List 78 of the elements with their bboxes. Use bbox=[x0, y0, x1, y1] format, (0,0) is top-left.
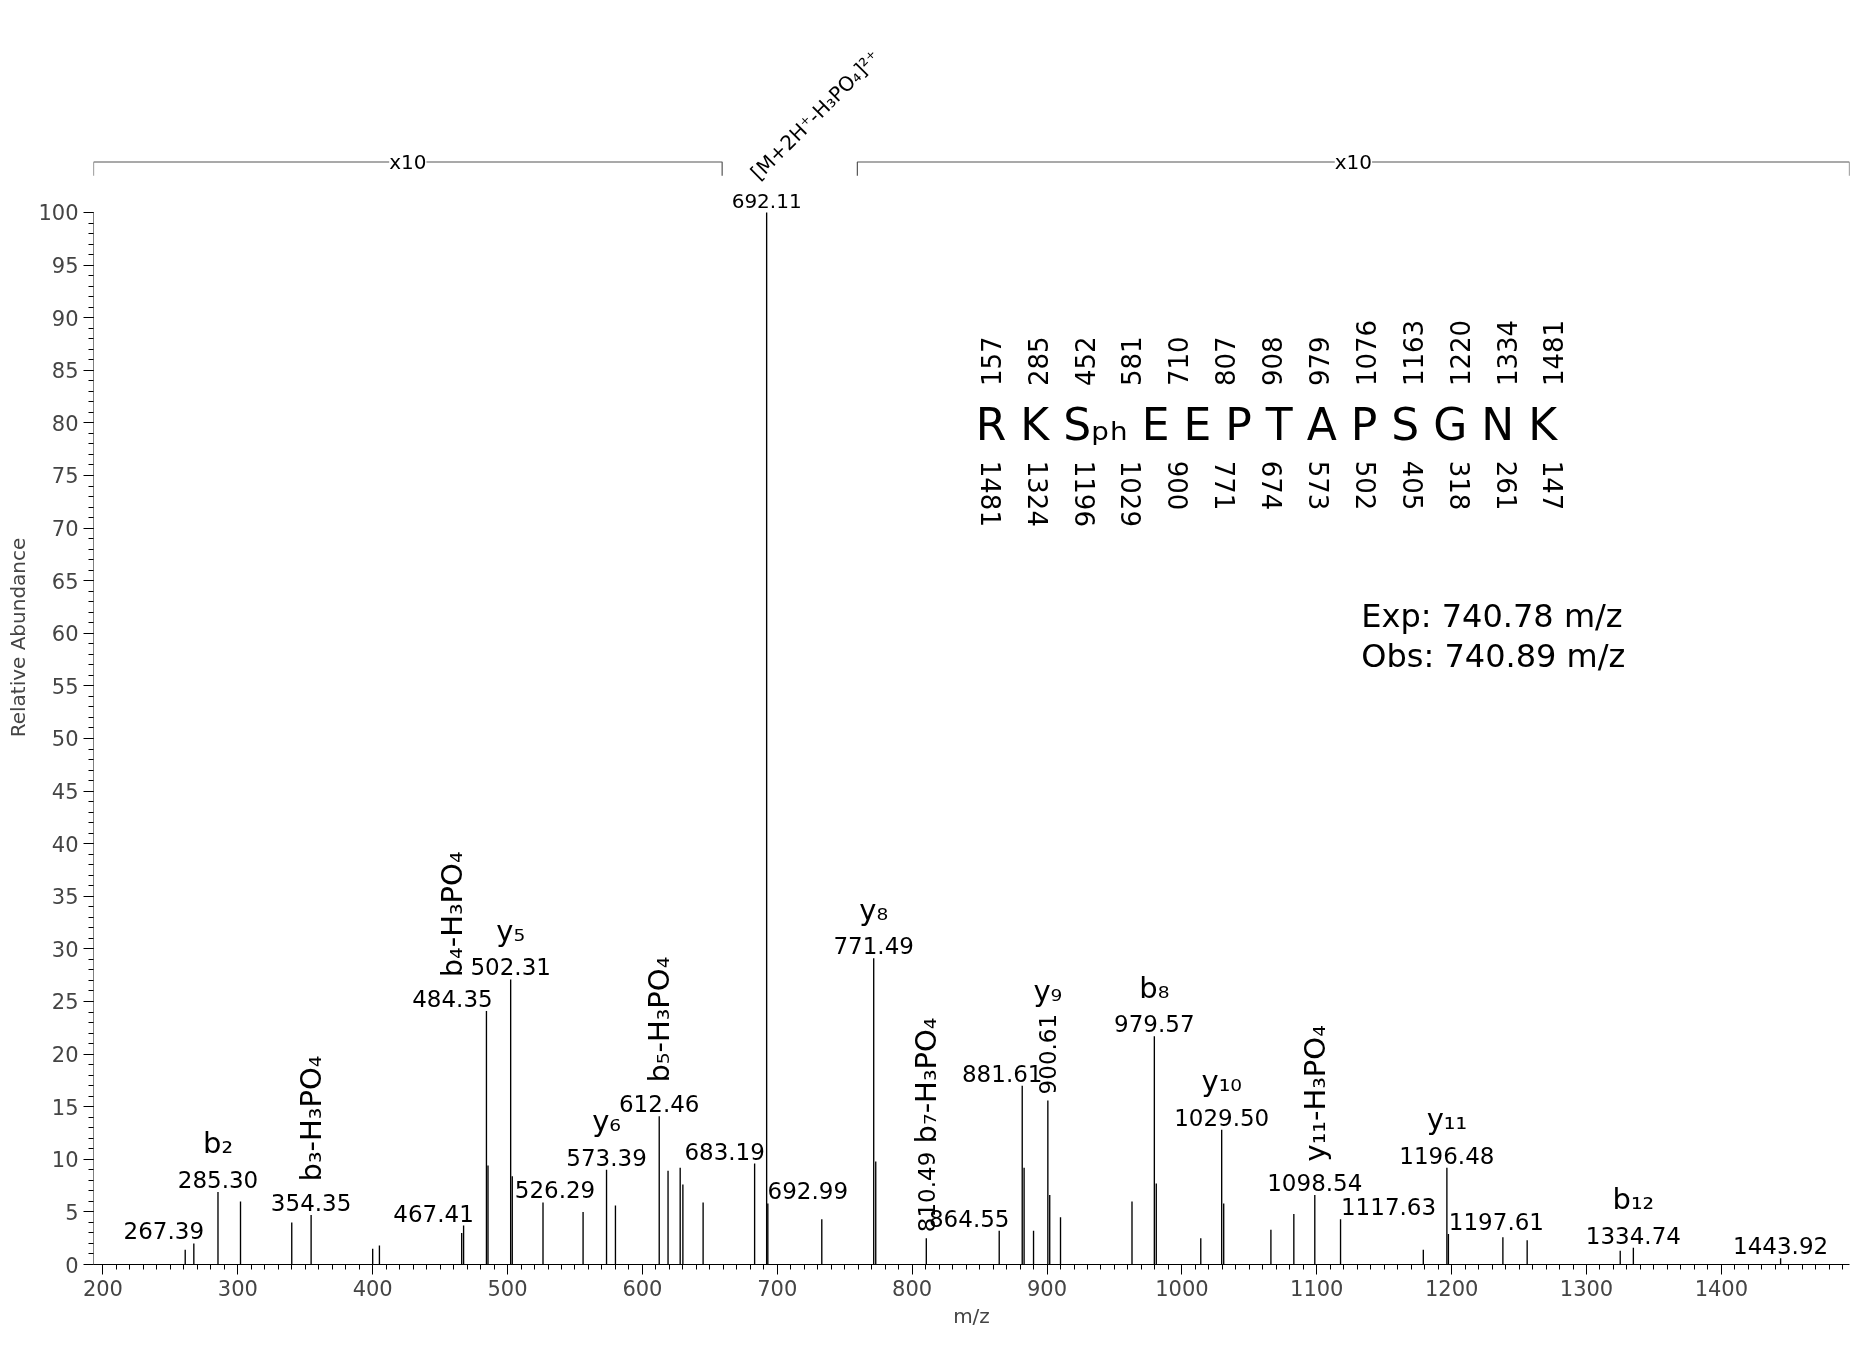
annotation: b₅-H₃PO₄ bbox=[642, 956, 677, 1083]
y-tick-label: 45 bbox=[51, 780, 79, 805]
annotation: y₆ bbox=[592, 1104, 621, 1139]
x-tick-label: 1000 bbox=[1155, 1276, 1209, 1301]
annotation: 354.35 bbox=[270, 1190, 352, 1217]
annotation: 526.29 bbox=[514, 1177, 596, 1204]
y-tick-label: 5 bbox=[65, 1200, 79, 1225]
annotation: 1098.54 bbox=[1267, 1170, 1363, 1197]
annotation: b₁₂ bbox=[1612, 1182, 1655, 1217]
y-tick-label: 35 bbox=[51, 885, 79, 910]
y-tick-label: 15 bbox=[51, 1095, 79, 1120]
annotation: 285.30 bbox=[177, 1166, 259, 1193]
annotation: b₃-H₃PO₄ bbox=[294, 1055, 329, 1182]
annotation: y₁₁-H₃PO₄ bbox=[1297, 1025, 1332, 1162]
y-tick-label: 55 bbox=[51, 674, 79, 699]
annotation: 1029.50 bbox=[1174, 1104, 1270, 1131]
y-tick-label: 10 bbox=[51, 1148, 79, 1173]
annotation: y₅ bbox=[496, 913, 526, 948]
x-tick-label: 300 bbox=[217, 1276, 258, 1301]
y-tick-label: 50 bbox=[51, 727, 79, 752]
y-tick-label: 75 bbox=[51, 464, 79, 489]
annotation: 1117.63 bbox=[1340, 1194, 1437, 1221]
x-tick-label: 1300 bbox=[1559, 1276, 1614, 1301]
y-tick-label: 40 bbox=[51, 832, 79, 857]
annotation: b₄-H₃PO₄ bbox=[435, 851, 470, 978]
y-tick-label: 80 bbox=[51, 411, 79, 436]
text: 1481 1324 1196 1029 900 771 674 573 502 405 318 261 147 bbox=[974, 460, 1568, 527]
annotation: y₁₁ bbox=[1426, 1102, 1468, 1137]
annotation: 612.46 bbox=[618, 1091, 700, 1118]
x-axis-title: m/z bbox=[953, 1303, 990, 1328]
y-tick-label: 0 bbox=[65, 1253, 79, 1278]
annotation: Exp: 740.78 m/z bbox=[1361, 597, 1623, 636]
annotation: y₉ bbox=[1033, 973, 1063, 1008]
annotation: 1197.61 bbox=[1448, 1208, 1544, 1235]
x-tick-label: 700 bbox=[757, 1276, 798, 1301]
annotation: 573.39 bbox=[566, 1144, 647, 1171]
annotation: Obs: 740.89 m/z bbox=[1361, 637, 1626, 676]
x-tick-label: 800 bbox=[892, 1276, 933, 1301]
annotation: 467.41 bbox=[393, 1200, 474, 1227]
x-tick-label: 1100 bbox=[1290, 1276, 1344, 1301]
x-tick-label: 500 bbox=[487, 1276, 528, 1301]
annotation: y₁₀ bbox=[1201, 1064, 1242, 1099]
x-tick-label: 200 bbox=[82, 1276, 123, 1301]
annotation: 692.99 bbox=[767, 1178, 849, 1205]
x-tick-label: 600 bbox=[622, 1276, 663, 1301]
x-tick-label: 400 bbox=[352, 1276, 393, 1301]
annotation: 484.35 bbox=[412, 985, 493, 1012]
y-tick-label: 85 bbox=[51, 359, 79, 384]
y-tick-label: 95 bbox=[51, 254, 79, 279]
y-tick-label: 65 bbox=[51, 569, 79, 594]
y-tick-label: 90 bbox=[51, 306, 79, 331]
annotation: 502.31 bbox=[470, 954, 551, 981]
annotation: 1196.48 bbox=[1399, 1142, 1495, 1169]
annotation: 267.39 bbox=[123, 1218, 205, 1245]
annotation: 771.49 bbox=[833, 933, 914, 960]
text: x10 bbox=[389, 149, 427, 174]
annotation: b₇-H₃PO₄ bbox=[909, 1017, 944, 1144]
y-tick-label: 100 bbox=[38, 201, 79, 226]
annotation: R K Sₚₕ E E P T A P S G N K bbox=[975, 399, 1559, 451]
annotation: 1443.92 bbox=[1733, 1233, 1829, 1260]
y-tick-label: 30 bbox=[51, 937, 79, 962]
y-tick-label: 60 bbox=[51, 622, 79, 647]
y-axis-title: Relative Abundance bbox=[6, 537, 31, 738]
annotation: b₈ bbox=[1139, 970, 1170, 1005]
annotation: 692.11 bbox=[731, 189, 802, 214]
x-tick-label: 1200 bbox=[1424, 1276, 1479, 1301]
annotation: 683.19 bbox=[684, 1138, 765, 1165]
text: x10 bbox=[1334, 149, 1373, 174]
text: 157 285 452 581 710 807 908 979 1076 1163 1220 1334 1481 bbox=[976, 319, 1570, 387]
x-tick-label: 1400 bbox=[1694, 1276, 1749, 1301]
annotation: 1334.74 bbox=[1585, 1222, 1681, 1249]
annotation: 979.57 bbox=[1114, 1011, 1195, 1038]
x-tick-label: 900 bbox=[1026, 1276, 1068, 1301]
annotation: y₈ bbox=[859, 892, 889, 927]
y-tick-label: 70 bbox=[51, 517, 79, 542]
y-tick-label: 25 bbox=[51, 990, 79, 1015]
y-tick-label: 20 bbox=[51, 1043, 79, 1068]
annotation: b₂ bbox=[202, 1126, 234, 1161]
